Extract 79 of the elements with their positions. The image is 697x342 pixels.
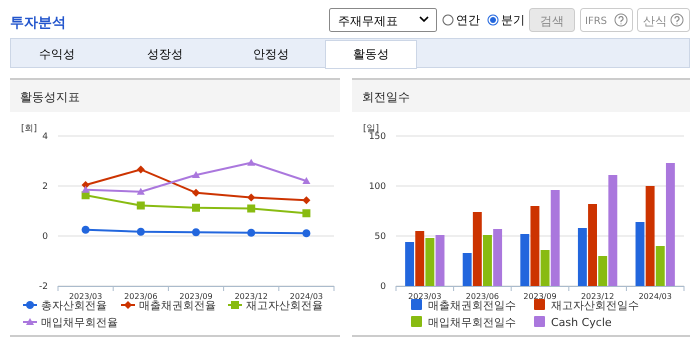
x-tick-label: 2024/03 [638, 292, 672, 301]
bar [578, 228, 587, 286]
bar [405, 242, 414, 286]
point [302, 209, 310, 218]
chart-title: 회전일수 [362, 90, 410, 104]
point [247, 158, 256, 166]
text: 안정성 [253, 47, 289, 61]
x-tick-label: 2023/12 [580, 292, 614, 301]
y-tick-label: 50 [374, 232, 386, 242]
point [136, 166, 145, 174]
point [247, 194, 256, 202]
text: 성장성 [147, 47, 183, 61]
point [247, 228, 256, 237]
point [192, 171, 200, 178]
bar [588, 204, 597, 286]
text: 분기 [501, 13, 525, 27]
legend-label: 재고자산회전일수 [551, 299, 639, 312]
y-tick-label: 0 [380, 282, 386, 292]
y-tick-label: 4 [42, 132, 48, 142]
bar [540, 250, 550, 286]
text: 산식 [643, 14, 667, 28]
y-tick-label: -2 [39, 282, 48, 292]
bar [425, 238, 434, 286]
legend-label: 매출채권회전일수 [428, 299, 516, 312]
bar [462, 253, 472, 286]
legend-label: 매입채무회전율 [41, 316, 118, 329]
point [302, 196, 310, 204]
legend-label: 매입채무회전일수 [428, 316, 516, 329]
x-tick-label: 2023/09 [179, 292, 213, 301]
text: 투자분석 [10, 15, 66, 31]
bar [483, 235, 492, 286]
legend-label: 재고자산회전율 [246, 299, 323, 312]
point [136, 202, 145, 210]
bar [646, 186, 655, 286]
bar [415, 231, 424, 286]
y-tick-label: 2 [42, 182, 48, 192]
bar [493, 229, 502, 286]
point [136, 228, 145, 236]
text: 검색 [540, 14, 564, 28]
point [82, 186, 90, 193]
y-axis-title: [회] [21, 124, 38, 134]
y-axis-title: [일] [363, 124, 380, 134]
text: 활동성 [353, 47, 389, 61]
dropdown-field: 주재무제표 [329, 8, 437, 32]
point [302, 229, 310, 238]
bar [550, 190, 560, 286]
bar [436, 235, 444, 286]
legend-label: 매출채권회전율 [139, 299, 216, 312]
text: 연간 [456, 13, 480, 27]
bar [666, 163, 675, 286]
point [82, 226, 90, 234]
point [192, 228, 200, 236]
bar [472, 212, 482, 286]
y-tick-label: 150 [368, 132, 386, 142]
legend-label: Cash Cycle [551, 316, 612, 329]
y-tick-label: 100 [368, 182, 386, 192]
x-tick-label: 2023/09 [523, 292, 557, 301]
y-tick-label: 0 [42, 232, 48, 242]
point [136, 188, 145, 195]
x-tick-label: 2023/03 [408, 292, 442, 301]
bar [608, 175, 618, 286]
text: 수익성 [39, 47, 75, 61]
x-tick-label: 2023/12 [234, 292, 268, 301]
x-tick-label: 2024/03 [290, 292, 324, 301]
bar [656, 246, 665, 286]
point [302, 177, 310, 184]
bar [520, 234, 530, 286]
point [192, 188, 200, 197]
x-tick-label: 2023/06 [466, 292, 500, 301]
chart-title: 활동성지표 [20, 90, 80, 104]
legend-label: 총자산회전율 [41, 299, 107, 312]
bar [598, 256, 608, 286]
point [192, 204, 200, 212]
x-tick-label: 2023/03 [68, 292, 102, 301]
bar [530, 206, 540, 286]
point [247, 204, 256, 212]
x-tick-label: 2023/06 [124, 292, 158, 301]
bar [636, 222, 644, 286]
text: IFRS [585, 16, 607, 27]
